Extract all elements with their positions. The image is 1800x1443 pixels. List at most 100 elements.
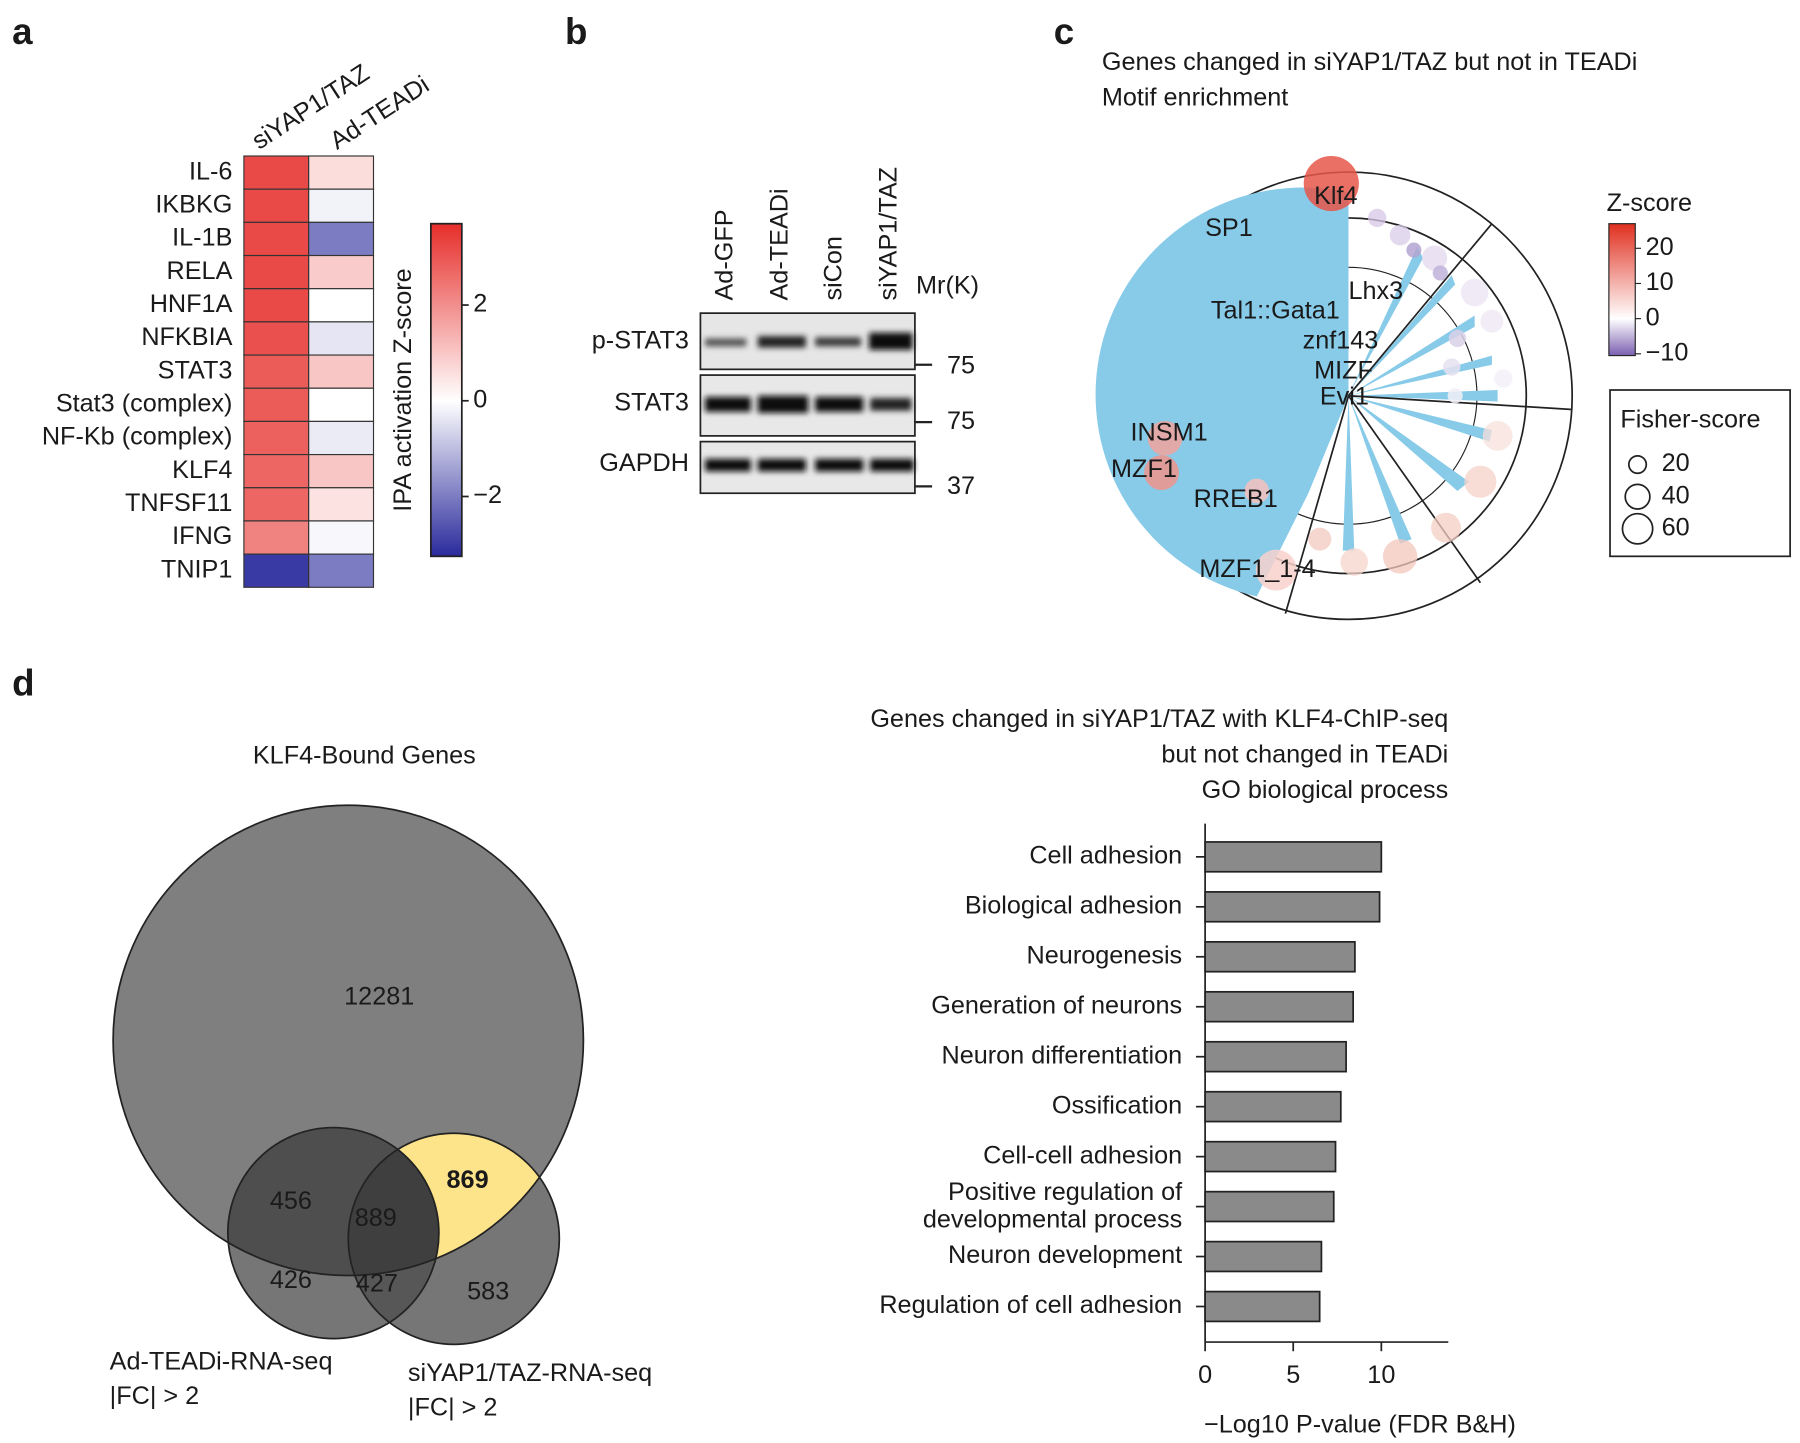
row-label: IKBKG [155,190,232,218]
motif-bubble [1147,420,1183,456]
marker-label: 37 [947,472,975,500]
motif-label: SP1 [1205,214,1253,242]
lane-label: siCon [819,236,847,300]
heatmap-cell [243,155,310,190]
chart-title: but not changed in TEADi [1161,741,1448,769]
panel-label: c [1054,11,1074,52]
blot [699,312,933,495]
category-label: Regulation of cell adhesion [879,1291,1182,1319]
size-legend-title: Fisher-score [1620,406,1760,434]
motif-label: Klf4 [1314,182,1357,210]
category-label: Ossification [1052,1091,1182,1119]
heatmap-cell [243,454,310,489]
venn-count: 869 [447,1166,489,1194]
motif-bubble [1443,358,1461,376]
heatmap-cell [308,520,375,555]
band [705,338,747,347]
band [757,395,809,413]
band [815,458,864,472]
heatmap-cell [308,321,375,356]
colorbar-tick-label: 0 [473,385,487,413]
panel-label: a [12,11,33,52]
bar [1204,1140,1337,1173]
chart-title: Motif enrichment [1102,83,1288,111]
motif-label: Tal1::Gata1 [1211,297,1340,325]
x-tick-label: 5 [1286,1361,1300,1389]
band [705,396,751,412]
band [870,458,914,472]
blot-row-label: STAT3 [614,388,689,416]
venn-count: 583 [467,1277,509,1305]
bar [1204,1040,1347,1073]
colorbar-tick-label: −10 [1646,339,1689,367]
band [815,396,864,412]
size-legend-circle [1621,512,1654,545]
blot-row-label: GAPDH [599,449,689,477]
bar [1204,841,1383,873]
venn-count: 426 [270,1266,312,1294]
category-label: Generation of neurons [931,991,1182,1019]
marker-label: 75 [947,407,975,435]
size-legend-label: 20 [1662,449,1690,477]
heatmap-cell [308,487,375,522]
colorbar-title: Z-score [1607,189,1692,217]
heatmap-cell [308,420,375,456]
heatmap-cell [308,354,375,389]
motif-bubble [1447,388,1463,404]
venn-count: 12281 [344,983,414,1011]
colorbar-label: IPA activation Z-score [389,268,417,511]
size-legend-label: 40 [1662,481,1690,509]
heatmap-cell [243,387,310,422]
category-label: Neurogenesis [1027,941,1183,969]
set-label: siYAP1/TAZ-RNA-seq [408,1359,652,1387]
bar [1204,1190,1335,1223]
heatmap-cell [243,553,310,588]
bar [1204,1090,1342,1123]
category-label: Neuron development [948,1241,1182,1269]
motif-bubble [1255,549,1297,591]
category-label: Cell-cell adhesion [983,1141,1182,1169]
chart-title: GO biological process [1202,776,1449,804]
radial-frame [1095,171,1791,621]
venn [112,804,585,1346]
heatmap-cell [243,188,310,223]
motif-label: MZF1 [1111,455,1177,483]
venn-count: 427 [356,1269,398,1297]
bar [1204,941,1356,973]
set-label: Ad-TEADi-RNA-seq [110,1347,333,1375]
heatmap-cell [243,221,310,257]
heatmap-cell [243,354,310,389]
bar [1204,1290,1321,1323]
heatmap-cell [308,155,375,190]
lane-label: Ad-GFP [710,209,738,300]
venn-count: 456 [270,1187,312,1215]
colorbar [1608,223,1636,357]
motif-bubble [1406,242,1422,258]
motif-label: Lhx3 [1349,277,1404,305]
bar [1204,990,1354,1023]
sp1-wedge [1095,187,1349,597]
motif-label: MIZF [1314,356,1373,384]
chart-title: Genes changed in siYAP1/TAZ with KLF4-Ch… [870,705,1448,733]
band [870,398,912,411]
motif-label: Evi1 [1320,383,1369,411]
category-label: Biological adhesion [965,891,1182,919]
heatmap-cell [308,254,375,290]
row-label: HNF1A [150,290,233,318]
row-label: RELA [167,257,233,285]
motif-bubble [1303,155,1359,212]
x-axis-label: −Log10 P-value (FDR B&H) [1204,1410,1516,1438]
category-label: Neuron differentiation [941,1041,1182,1069]
motif-bubble [1432,265,1448,281]
set-threshold: |FC| > 2 [408,1393,498,1421]
panel-label: d [12,663,34,704]
heatmap-cell [243,321,310,356]
venn-title: KLF4-Bound Genes [253,742,476,770]
heatmap-cell [308,221,375,257]
heatmap-cell [308,454,375,489]
mr-label: Mr(K) [916,271,979,299]
band [757,458,806,472]
colorbar-tick-label: 2 [473,290,487,318]
lane-label: siYAP1/TAZ [874,167,902,301]
row-label: Stat3 (complex) [56,389,233,417]
